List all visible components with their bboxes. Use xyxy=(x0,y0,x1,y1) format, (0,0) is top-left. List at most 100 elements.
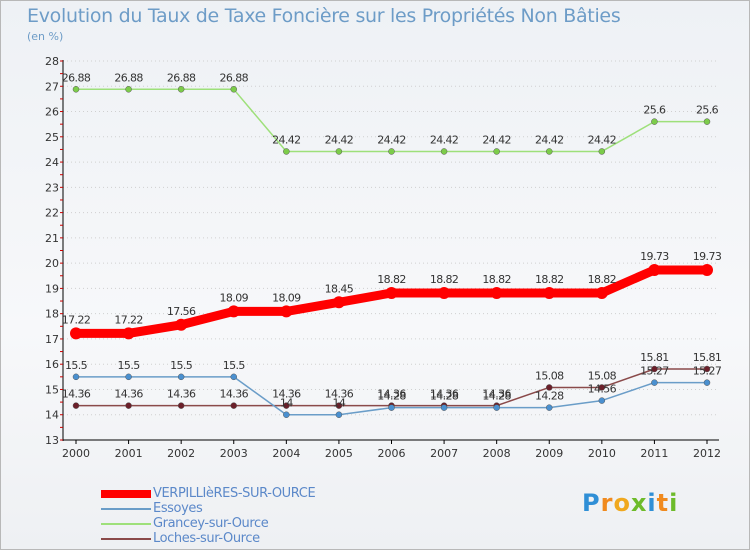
data-point xyxy=(335,148,343,155)
data-point xyxy=(72,373,80,381)
legend-label: Loches-sur-Ource xyxy=(153,531,260,546)
data-point xyxy=(177,373,185,381)
x-tick-label: 2010 xyxy=(588,447,616,460)
legend-label: Essoyes xyxy=(153,501,203,516)
data-label: 24.42 xyxy=(325,133,354,146)
data-point xyxy=(493,404,500,411)
data-label: 14.28 xyxy=(482,390,511,403)
data-point xyxy=(335,402,343,409)
y-tick-label: 17 xyxy=(45,333,59,346)
data-label: 15.27 xyxy=(693,365,722,378)
data-point xyxy=(230,86,237,93)
data-label: 19.73 xyxy=(640,250,669,263)
data-label: 18.82 xyxy=(588,273,617,286)
data-point xyxy=(546,384,553,391)
data-point xyxy=(283,148,290,155)
x-tick-label: 2011 xyxy=(640,447,668,460)
data-label: 24.42 xyxy=(588,133,617,146)
data-label: 15.5 xyxy=(118,359,141,372)
data-point xyxy=(227,305,240,318)
legend-label: VERPILLIèRES-SUR-OURCE xyxy=(153,486,316,501)
data-label: 18.45 xyxy=(325,282,354,295)
legend-label: Grancey-sur-Ource xyxy=(153,516,269,531)
data-label: 18.82 xyxy=(535,273,564,286)
y-tick-label: 22 xyxy=(45,207,59,220)
data-point xyxy=(283,411,290,418)
data-point xyxy=(493,148,500,155)
logo-letter: o xyxy=(613,489,631,517)
data-label: 24.42 xyxy=(482,133,511,146)
data-point xyxy=(703,379,711,386)
data-label: 15.08 xyxy=(535,369,564,382)
data-label: 14 xyxy=(333,397,346,410)
data-label: 18.09 xyxy=(220,291,249,304)
data-point xyxy=(651,118,658,125)
y-tick-label: 13 xyxy=(45,434,59,447)
data-point xyxy=(543,286,556,299)
data-label: 15.5 xyxy=(170,359,193,372)
legend-swatch xyxy=(101,523,151,525)
y-tick-label: 27 xyxy=(45,80,59,93)
data-point xyxy=(177,402,185,409)
data-label: 14.28 xyxy=(377,390,406,403)
x-tick-label: 2006 xyxy=(378,447,406,460)
legend-swatch xyxy=(101,508,151,510)
data-point xyxy=(230,373,237,381)
data-label: 14.36 xyxy=(377,388,406,401)
y-tick-label: 26 xyxy=(45,106,59,119)
data-label: 18.82 xyxy=(377,273,406,286)
data-point xyxy=(388,148,395,155)
data-label: 14.28 xyxy=(430,390,459,403)
data-label: 26.88 xyxy=(114,71,143,84)
data-label: 18.82 xyxy=(482,273,511,286)
data-label: 15.08 xyxy=(588,369,617,382)
data-point xyxy=(490,286,503,299)
data-label: 24.42 xyxy=(535,133,564,146)
data-label: 25.6 xyxy=(696,104,719,117)
data-label: 15.27 xyxy=(640,365,669,378)
data-point xyxy=(125,373,132,381)
data-label: 14.36 xyxy=(62,388,91,401)
data-point xyxy=(440,404,448,411)
data-point xyxy=(125,86,132,93)
x-tick-label: 2003 xyxy=(220,447,248,460)
data-point xyxy=(175,318,188,331)
y-tick-label: 19 xyxy=(45,282,59,295)
data-label: 14.36 xyxy=(167,388,196,401)
logo-letter: r xyxy=(600,489,614,517)
data-point xyxy=(703,118,711,125)
data-point xyxy=(283,402,290,409)
chart-title: Evolution du Taux de Taxe Foncière sur l… xyxy=(27,5,621,27)
data-point xyxy=(648,263,661,276)
legend-swatch xyxy=(101,490,151,498)
data-point xyxy=(595,286,608,299)
y-tick-label: 23 xyxy=(45,181,59,194)
data-label: 15.5 xyxy=(65,359,88,372)
data-point xyxy=(72,402,80,409)
logo-letter: t xyxy=(656,489,670,517)
data-point xyxy=(438,286,451,299)
data-label: 26.88 xyxy=(220,71,249,84)
data-label: 17.56 xyxy=(167,305,196,318)
data-point xyxy=(335,411,343,418)
data-point xyxy=(72,86,80,93)
data-label: 24.42 xyxy=(272,133,301,146)
x-tick-label: 2000 xyxy=(62,447,90,460)
data-label: 26.88 xyxy=(62,71,91,84)
logo-letter: x xyxy=(630,489,648,517)
data-point xyxy=(70,327,82,340)
x-tick-label: 2005 xyxy=(325,447,353,460)
x-tick-label: 2012 xyxy=(693,447,721,460)
x-tick-label: 2007 xyxy=(430,447,458,460)
y-tick-label: 24 xyxy=(45,156,59,169)
data-label: 15.81 xyxy=(640,351,669,364)
y-tick-label: 20 xyxy=(45,257,59,270)
data-point xyxy=(598,148,606,155)
x-tick-label: 2001 xyxy=(115,447,143,460)
logo-letter: P xyxy=(582,489,601,517)
data-label: 17.22 xyxy=(114,313,143,326)
data-point xyxy=(385,286,398,299)
data-label: 17.22 xyxy=(62,313,91,326)
data-label: 25.6 xyxy=(643,104,666,117)
